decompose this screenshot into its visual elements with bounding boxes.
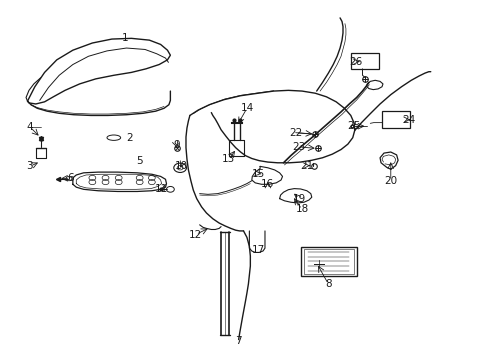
Text: 24: 24 — [402, 115, 415, 125]
Text: 3: 3 — [26, 161, 33, 171]
Text: 18: 18 — [295, 204, 308, 215]
Text: 4: 4 — [26, 122, 33, 132]
Text: 11: 11 — [155, 184, 168, 194]
Text: 1: 1 — [122, 33, 128, 43]
Text: 7: 7 — [235, 336, 242, 346]
Text: 9: 9 — [173, 140, 179, 150]
Bar — [350, 53, 378, 69]
Text: 5: 5 — [136, 156, 142, 166]
Bar — [303, 249, 353, 274]
Bar — [381, 111, 409, 129]
Text: 20: 20 — [384, 176, 397, 186]
Text: 2: 2 — [126, 133, 133, 143]
Text: 12: 12 — [189, 230, 202, 239]
Text: 26: 26 — [348, 57, 362, 67]
Text: 6: 6 — [67, 173, 74, 183]
Text: 13: 13 — [222, 154, 235, 164]
Text: 17: 17 — [251, 245, 264, 255]
Text: 23: 23 — [292, 142, 305, 152]
Text: 16: 16 — [261, 179, 274, 189]
Bar — [300, 247, 356, 276]
Text: 19: 19 — [292, 194, 305, 204]
Text: 25: 25 — [346, 121, 360, 131]
Text: 10: 10 — [174, 161, 187, 171]
Text: 8: 8 — [325, 279, 331, 289]
Text: 22: 22 — [288, 128, 302, 138]
Text: 14: 14 — [240, 103, 253, 113]
Text: 21: 21 — [300, 161, 313, 171]
Text: 15: 15 — [251, 168, 264, 179]
